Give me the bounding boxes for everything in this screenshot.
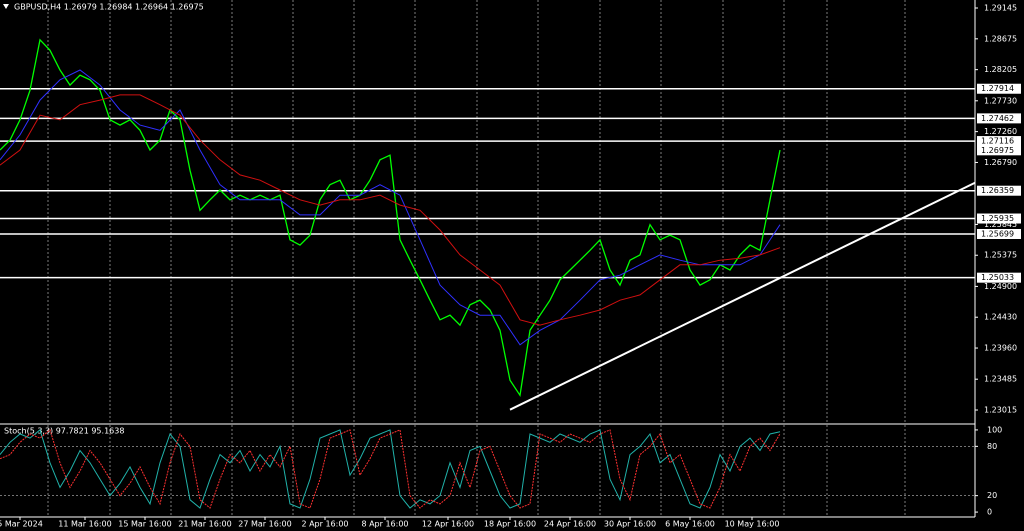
moving-average: [0, 69, 781, 346]
y-tick-label: 1.29145: [984, 4, 1017, 13]
y-tick-label: 20: [987, 491, 997, 500]
x-tick-label: 5 Mar 2024: [0, 520, 43, 529]
chart-title: GBPUSD,H4 1.26979 1.26984 1.26964 1.2697…: [14, 3, 204, 12]
price-label-box: [977, 145, 1021, 156]
y-tick-label: 1.24900: [984, 282, 1017, 291]
y-tick-label: 1.28205: [984, 65, 1017, 74]
price-label: 1.25935: [981, 214, 1014, 223]
y-tick-label: 1.27730: [984, 96, 1017, 105]
y-tick-label: 1.23485: [984, 375, 1017, 384]
y-tick-label: 1.25845: [984, 220, 1017, 229]
stoch-line: [0, 429, 781, 509]
price-label-box: [977, 136, 1021, 147]
y-tick-label: 0: [987, 508, 992, 517]
y-tick-label: 1.26790: [984, 158, 1017, 167]
x-tick-label: 6 May 16:00: [665, 520, 715, 529]
x-tick-label: 27 Mar 16:00: [238, 520, 291, 529]
y-tick-label: 1.24430: [984, 313, 1017, 322]
price-label: 1.25699: [981, 229, 1014, 238]
price-line: [0, 38, 781, 398]
moving-average: [0, 94, 781, 326]
x-tick-label: 11 Mar 16:00: [58, 520, 111, 529]
price-label: 1.26359: [981, 186, 1014, 195]
y-tick-label: 80: [987, 442, 997, 451]
y-tick-label: 1.23015: [984, 406, 1017, 415]
x-tick-label: 10 May 16:00: [725, 520, 780, 529]
price-label: 1.26975: [981, 146, 1014, 155]
axis-area: [975, 0, 1024, 531]
y-tick-label: 1.27260: [984, 127, 1017, 136]
x-tick-label: 18 Apr 16:00: [484, 520, 536, 529]
price-label: 1.27914: [981, 84, 1014, 93]
y-tick-label: 1.23960: [984, 344, 1017, 353]
axis-area: [0, 517, 975, 531]
x-tick-label: 2 Apr 16:00: [301, 520, 348, 529]
price-label-box: [977, 185, 1021, 196]
menu-arrow[interactable]: [3, 4, 9, 9]
trendline: [509, 181, 976, 411]
indicator-title: Stoch(5,3,3) 97.7821 95.1638: [4, 427, 124, 436]
y-tick-label: 1.28675: [984, 34, 1017, 43]
price-label-box: [977, 113, 1021, 124]
price-label: 1.25033: [981, 273, 1014, 282]
x-tick-label: 15 Mar 16:00: [118, 520, 171, 529]
price-label-box: [977, 228, 1021, 239]
price-label: 1.27462: [981, 114, 1014, 123]
x-tick-label: 30 Apr 16:00: [604, 520, 656, 529]
price-label-box: [977, 213, 1021, 224]
x-tick-label: 21 Mar 16:00: [178, 520, 231, 529]
y-tick-label: 1.25375: [984, 251, 1017, 260]
y-tick-label: 100: [987, 425, 1002, 434]
stoch-line: [0, 429, 781, 509]
price-label-box: [977, 272, 1021, 283]
price-label-box: [977, 83, 1021, 94]
x-tick-label: 12 Apr 16:00: [422, 520, 474, 529]
price-label: 1.27116: [981, 137, 1014, 146]
x-tick-label: 24 Apr 16:00: [544, 520, 596, 529]
x-tick-label: 8 Apr 16:00: [361, 520, 408, 529]
